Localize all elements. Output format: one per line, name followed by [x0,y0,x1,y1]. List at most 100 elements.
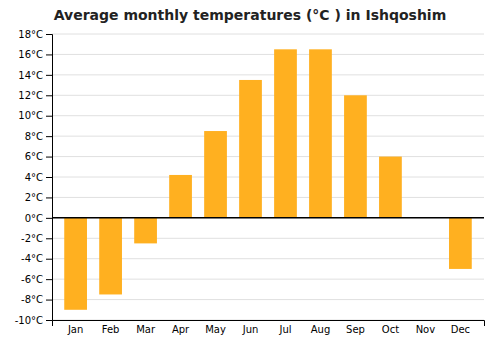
grid-line [52,115,484,116]
x-tick: Nov [416,324,436,335]
x-tick: Jun [242,324,259,335]
bar [344,95,367,218]
x-tick-label: Oct [382,324,399,335]
y-axis-line [46,35,53,321]
y-tick: 0°C [25,213,52,224]
grid-line [52,136,484,137]
x-tick-label: Dec [451,324,470,335]
y-tick-label: 14°C [18,70,43,81]
y-tick-label: 18°C [18,29,43,40]
y-tick: 6°C [25,151,52,162]
y-tick-label: 12°C [18,90,43,101]
grid-line [52,95,484,96]
bar [134,218,157,244]
y-tick: -6°C [21,274,52,285]
y-tick: 8°C [25,131,52,142]
grid [52,34,484,320]
y-tick-mark [46,259,52,260]
x-tick: Apr [172,324,190,335]
x-tick-label: Jul [278,324,291,335]
x-tick: Jul [278,324,291,335]
x-tick: Oct [382,324,399,335]
x-tick-label: May [205,324,226,335]
y-tick: 2°C [25,192,52,203]
y-tick-mark [46,300,52,301]
y-tick: 14°C [18,70,52,81]
x-tick: Dec [451,324,470,335]
bar [274,49,297,218]
x-tick: Mar [136,324,156,335]
y-tick: -8°C [21,294,52,305]
y-tick-mark [46,238,52,239]
y-tick-mark [46,177,52,178]
y-tick-mark [46,218,52,219]
zero-line [52,217,484,219]
y-tick-mark [46,75,52,76]
bars [64,49,472,309]
grid-line [52,54,484,55]
y-tick: -4°C [21,253,52,264]
x-tick: Sep [346,324,365,335]
chart-svg: Average monthly temperatures (°C ) in Is… [0,0,500,350]
y-tick-label: -4°C [21,253,43,264]
y-tick-label: 2°C [25,192,43,203]
plot-area: -10°C -8°C -6°C -4°C -2°C 0°C 2°C 4°C 6°C 8°C 10°C… [15,29,485,335]
grid-line [52,156,484,157]
bar [204,131,227,218]
y-tick: 10°C [18,110,52,121]
grid-line [52,197,484,198]
bar [64,218,87,310]
y-tick-label: 16°C [18,49,43,60]
y-tick-mark [46,279,52,280]
y-tick-mark [46,34,52,35]
y-tick-mark [46,54,52,55]
bar [379,157,402,218]
y-tick: 16°C [18,49,52,60]
y-tick-label: 0°C [25,213,43,224]
bar [449,218,472,269]
y-tick-mark [46,136,52,137]
x-tick-label: Jan [67,324,83,335]
x-tick-label: Mar [136,324,156,335]
y-tick-label: -2°C [21,233,43,244]
y-tick-label: 4°C [25,172,43,183]
y-tick-mark [46,320,52,321]
x-tick: Aug [311,324,331,335]
y-tick-mark [46,157,52,158]
x-tick-label: Apr [172,324,190,335]
x-tick: Jan [67,324,83,335]
y-tick-label: -10°C [15,315,43,326]
chart-title: Average monthly temperatures (°C ) in Is… [54,7,447,23]
bar [239,80,262,218]
y-tick-label: 6°C [25,151,43,162]
x-axis: Jan Feb Mar Apr May Jun Jul Aug Sep Oct Nov Dec [53,321,485,336]
y-tick: 18°C [18,29,52,40]
grid-line [52,34,484,35]
y-tick-mark [46,197,52,198]
y-tick: -2°C [21,233,52,244]
grid-line [52,74,484,75]
grid-line [52,299,484,300]
x-tick-label: Nov [416,324,436,335]
y-axis: -10°C -8°C -6°C -4°C -2°C 0°C 2°C 4°C 6°C 8°C 10°C… [15,29,53,326]
x-tick-label: Aug [311,324,331,335]
y-tick-mark [46,116,52,117]
x-tick-label: Jun [242,324,259,335]
x-tick: May [205,324,226,335]
y-tick: -10°C [15,315,52,326]
x-tick: Feb [102,324,120,335]
grid-line [52,177,484,178]
x-tick-label: Sep [346,324,365,335]
y-tick: 12°C [18,90,52,101]
bar [169,175,192,218]
y-tick: 4°C [25,172,52,183]
bar [309,49,332,218]
x-tick-label: Feb [102,324,120,335]
y-tick-mark [46,95,52,96]
bar [99,218,122,295]
grid-line [52,217,484,218]
y-tick-label: 8°C [25,131,43,142]
y-tick-label: -6°C [21,274,43,285]
y-tick-label: 10°C [18,110,43,121]
y-tick-label: -8°C [21,294,43,305]
